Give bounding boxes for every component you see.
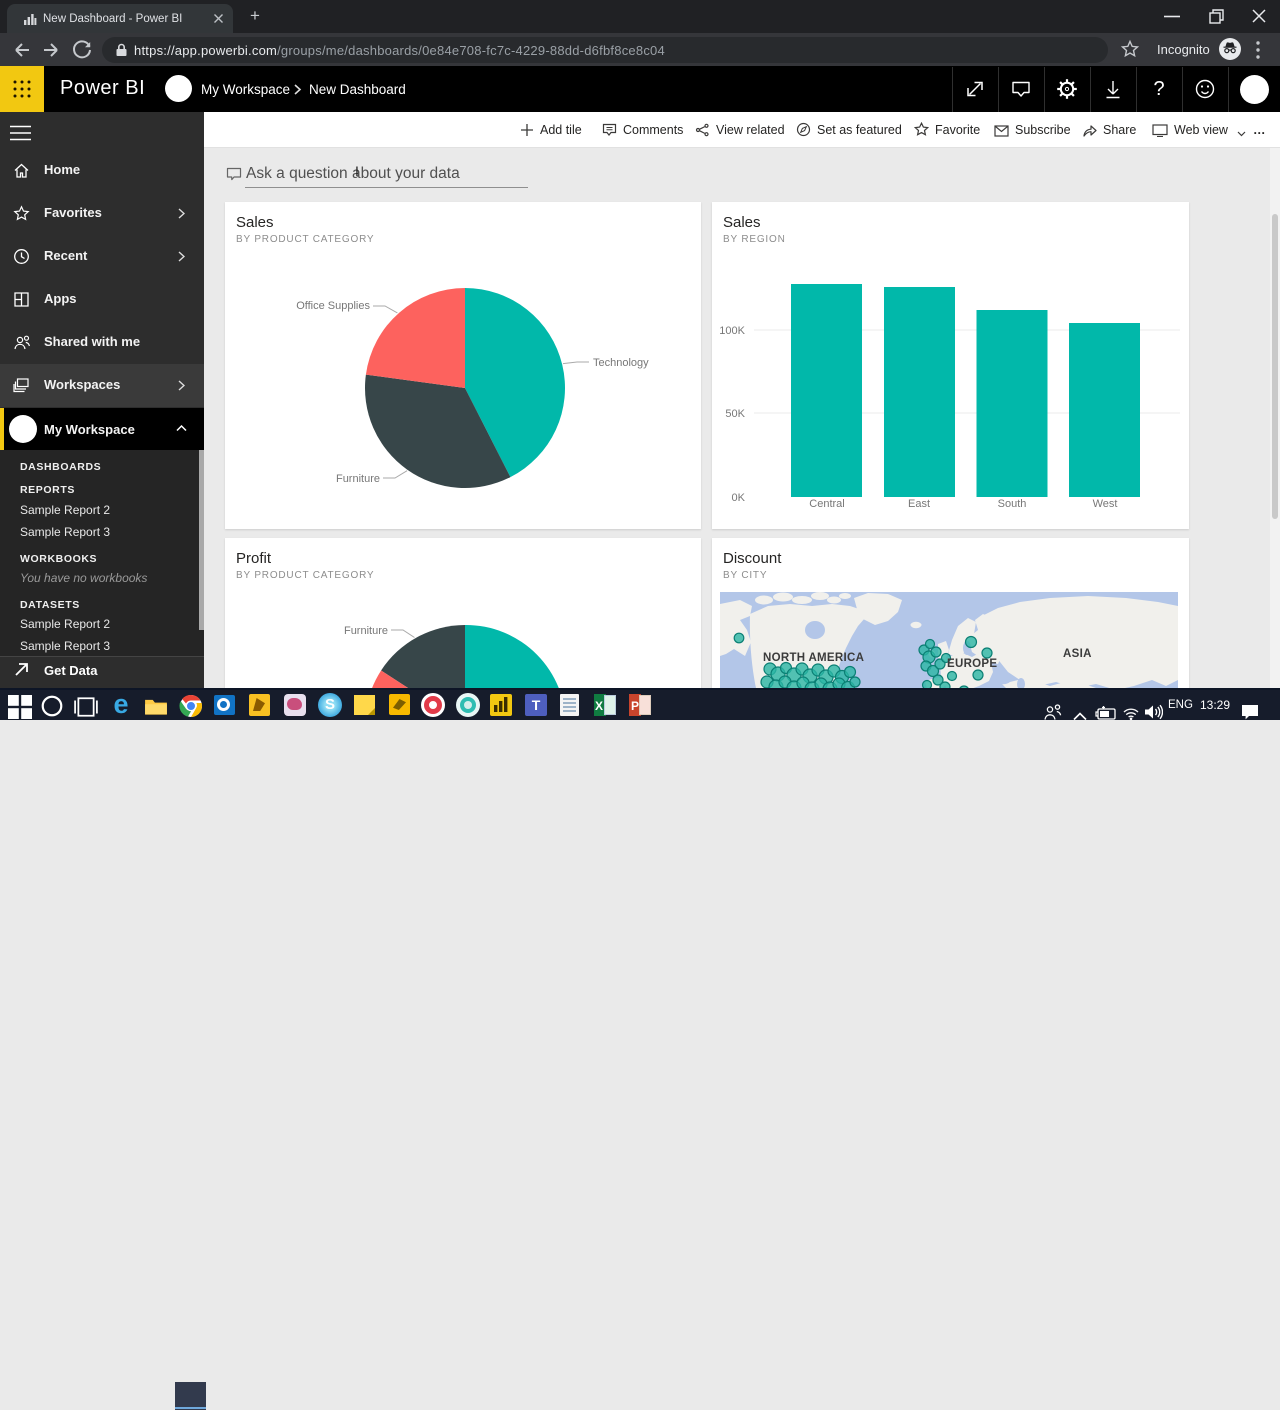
svg-text:Furniture: Furniture (336, 473, 380, 485)
svg-text:Office Supplies: Office Supplies (296, 300, 370, 312)
svg-text:ASIA: ASIA (1063, 648, 1092, 660)
svg-text:East: East (908, 498, 930, 510)
svg-text:South: South (998, 498, 1027, 510)
svg-text:Technology: Technology (593, 357, 649, 369)
svg-text:50K: 50K (725, 408, 745, 420)
svg-text:EUROPE: EUROPE (947, 658, 997, 670)
svg-text:NORTH AMERICA: NORTH AMERICA (763, 652, 864, 664)
svg-text:West: West (1093, 498, 1118, 510)
svg-text:100K: 100K (719, 325, 745, 337)
svg-text:Central: Central (809, 498, 844, 510)
svg-text:Furniture: Furniture (344, 625, 388, 637)
svg-text:0K: 0K (732, 492, 746, 504)
